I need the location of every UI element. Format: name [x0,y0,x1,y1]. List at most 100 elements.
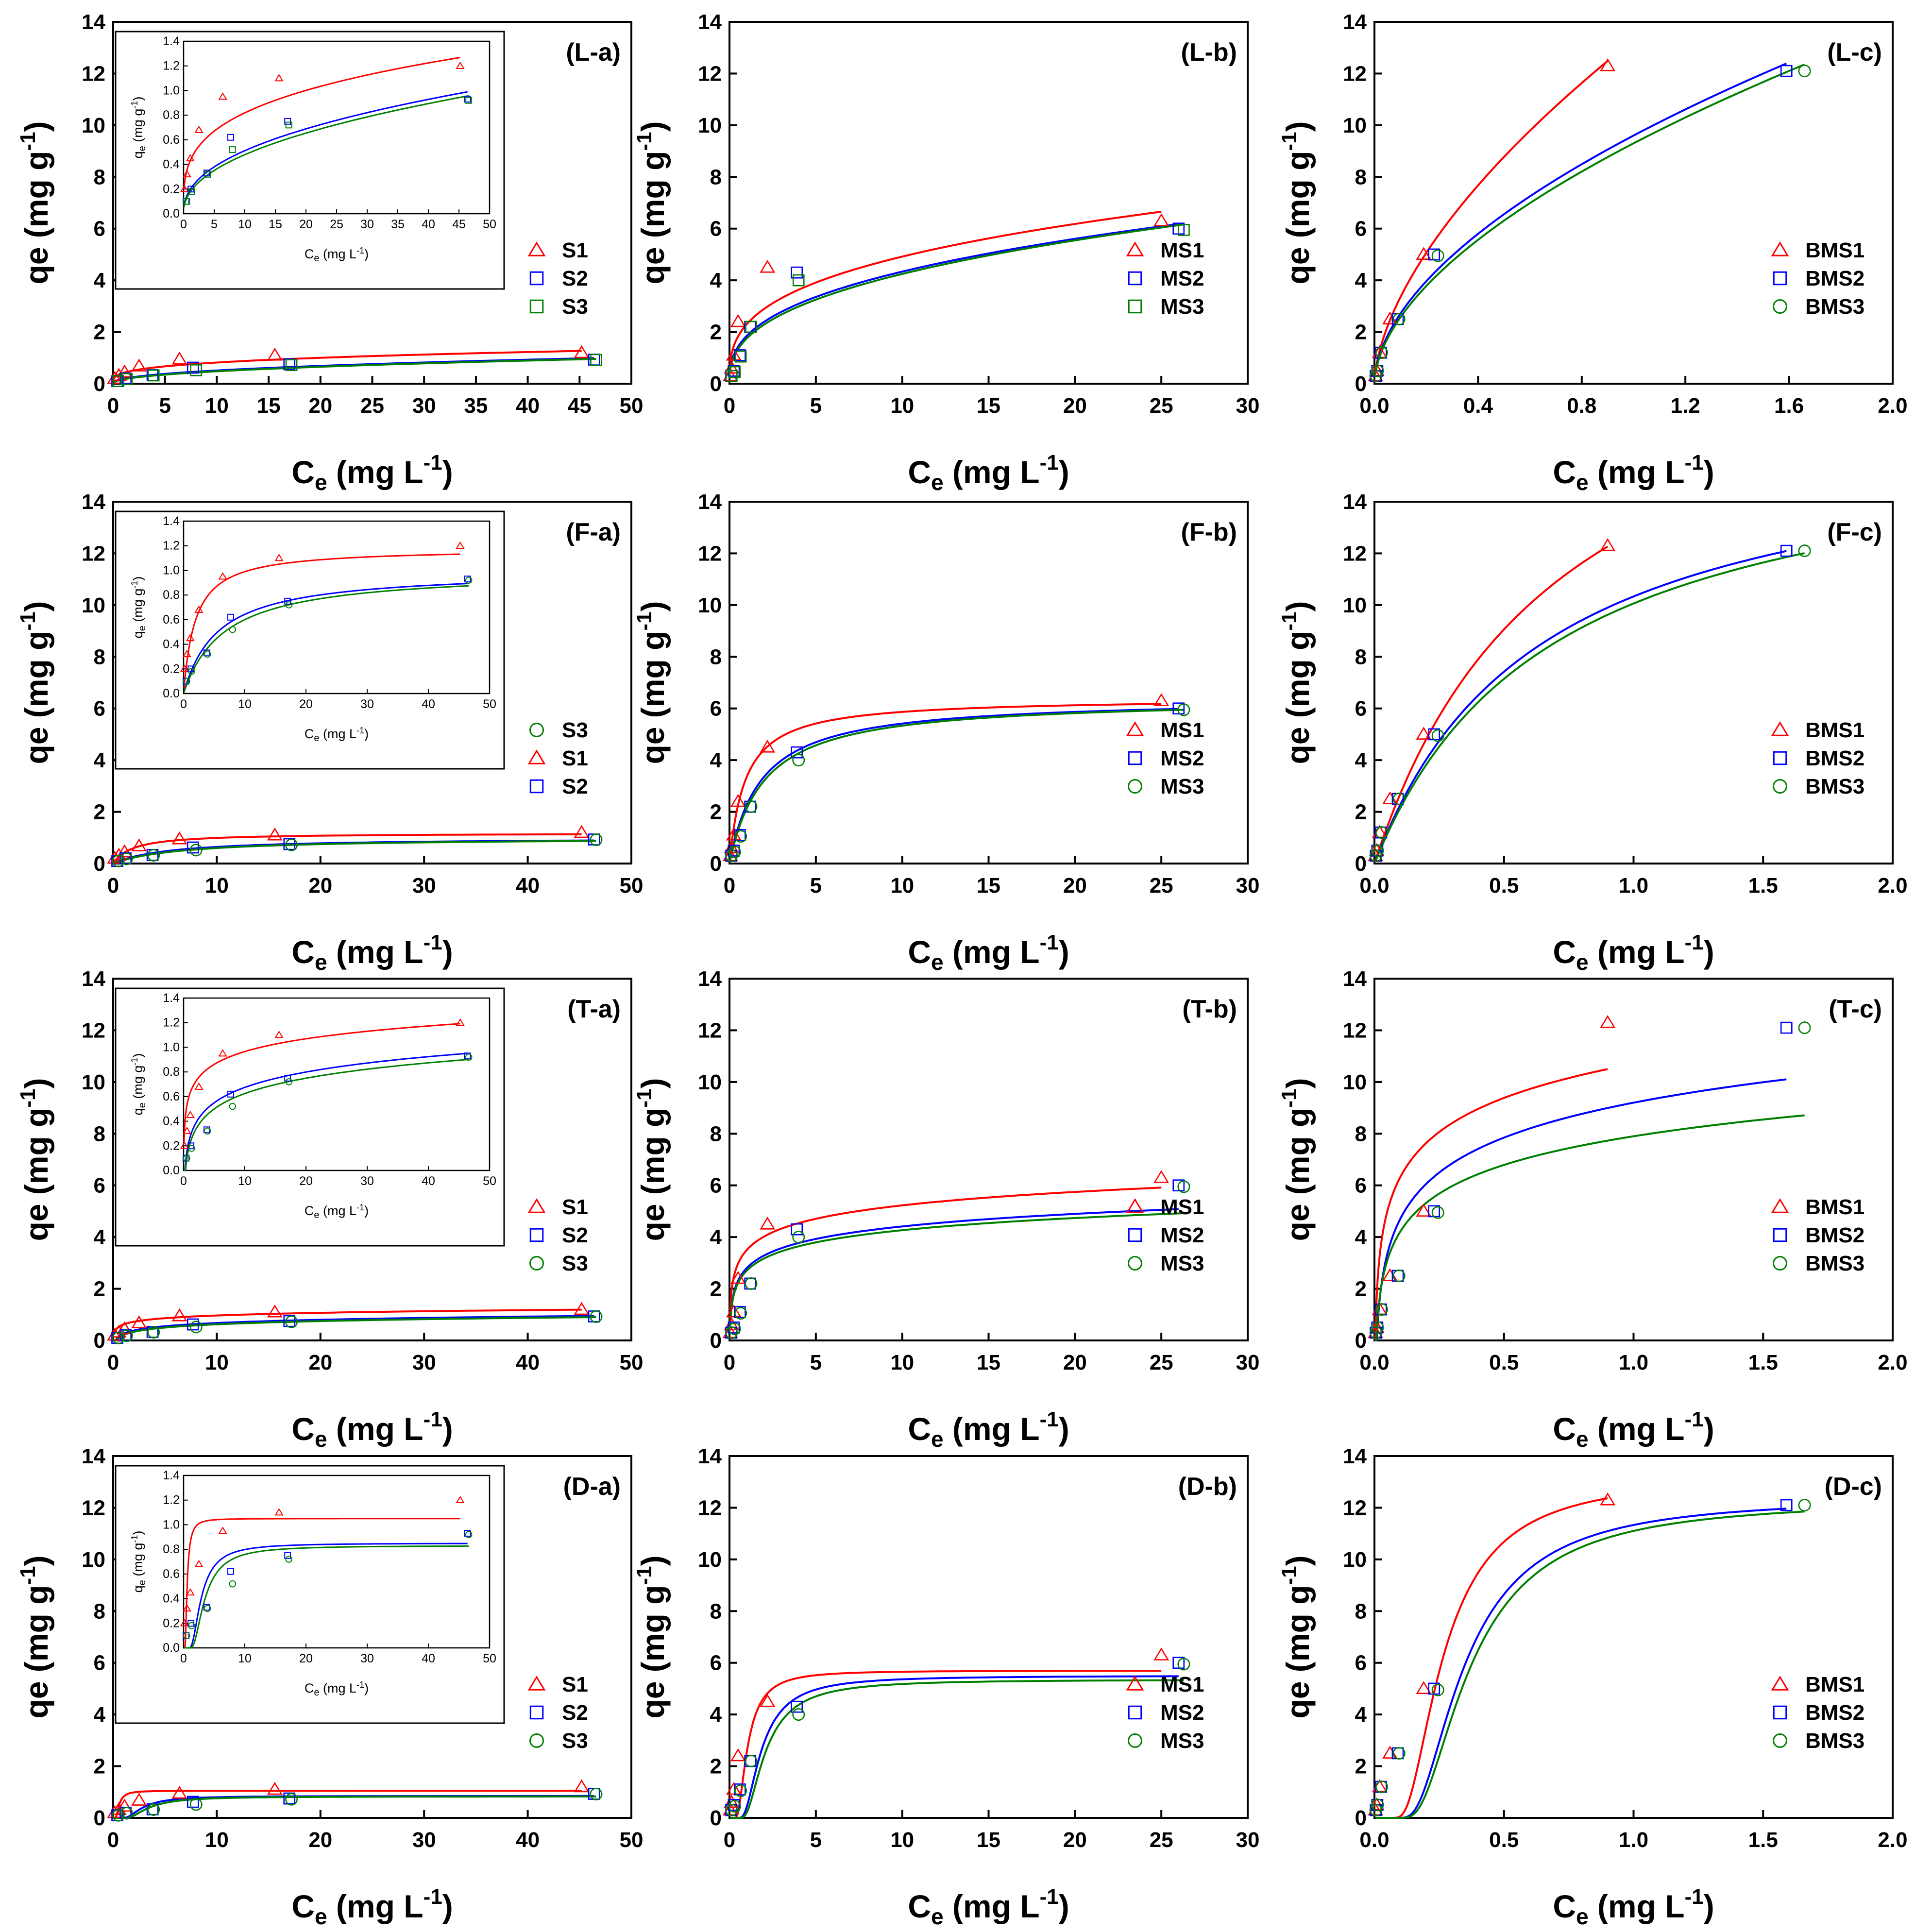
x-axis-title: Ce (mg L-1) [1553,451,1714,495]
inset-data-point-s1 [456,61,465,69]
inset-y-title-end: ) [131,576,145,581]
data-point-ms3 [728,1800,741,1813]
data-point-s2 [186,1796,199,1808]
data-point-bms1 [1416,1203,1432,1217]
inset-x-tick-label: 0 [180,697,187,711]
x-axis-title-main: C [1553,454,1576,490]
inset-x-title-sup: -1 [356,726,364,735]
y-axis-title-end: ) [635,601,671,611]
legend-label-ms1: MS1 [1160,718,1204,742]
inset-data-point-s1 [274,1508,284,1516]
inset-data-point-s2 [227,1090,234,1098]
y-tick-label: 2 [94,800,105,824]
x-tick-label: 1.5 [1748,1828,1778,1852]
inset-x-tick-label: 0 [180,1652,187,1665]
data-point-s1 [117,1798,133,1812]
inset-data-point-s1 [194,1559,203,1567]
inset-y-tick-label: 1.2 [163,59,180,73]
inset-x-tick-label: 40 [422,218,435,231]
y-axis-title-sup: -1 [16,1088,40,1107]
inset-fit-curve-s1 [183,1023,460,1142]
x-tick-label: 0.5 [1489,874,1519,898]
inset-plot: 0 10 20 30 40 500.00.20.40.60.81.01.21.4qe (m… [115,1465,505,1724]
x-tick-label: 25 [360,394,384,418]
inset-data-point-s1 [182,649,192,658]
inset-y-tick-label: 0.0 [163,207,180,220]
x-tick-label: 10 [890,874,914,898]
y-tick-label: 8 [94,1599,105,1623]
plot-frame [1373,21,1894,385]
x-tick-label: 40 [516,394,540,418]
data-point-ms3 [734,1784,747,1797]
inset-x-title-end: ) [364,247,369,261]
inset-x-tick-label: 20 [299,1174,313,1188]
legend-marker-ms2 [1128,751,1142,765]
y-tick-label: 12 [1343,1018,1367,1042]
fit-curve-bms3 [1374,552,1805,862]
inset-data-point-s3 [285,1556,293,1563]
y-axis-title-main: qe (mg g [635,1585,671,1719]
data-point-s3 [285,359,298,372]
x-axis-title-main: C [1553,934,1576,970]
legend-marker-s2 [529,1228,544,1242]
y-tick-label: 10 [698,114,722,137]
data-point-s3 [120,1329,133,1342]
inset-data-point-s3 [183,678,190,685]
data-point-s1 [267,347,283,361]
inset-x-tick-label: 45 [452,218,466,231]
x-tick-label: 0.5 [1489,1828,1519,1852]
y-axis-title-main: qe (mg g [18,631,54,764]
legend-label-bms1: BMS1 [1805,718,1864,742]
data-point-bms3 [1392,1746,1406,1760]
inset-x-title-sup: -1 [356,1203,364,1212]
y-tick-label: 4 [1355,1703,1367,1727]
y-tick-label: 12 [698,542,722,565]
panel-t-b: 0 5 10 15 20 25 30 0 2 4 6 8 10 12 14 (T-b) MS1 MS2 MS3 qe … [632,967,1259,1452]
y-axis-title: qe (mg g-1) [632,601,671,764]
x-tick-label: 0 [107,874,119,898]
inset-x-tick-label: 50 [483,218,496,231]
inset-y-tick-label: 1.0 [163,1040,180,1054]
inset-data-point-s2 [464,1530,471,1537]
data-point-s3 [147,1803,160,1816]
inset-x-tick-label: 25 [330,218,343,231]
x-axis-title-unit: (mg L [944,454,1040,490]
y-tick-label: 8 [94,1122,105,1146]
inset-data-point-s3 [285,121,292,129]
legend-marker-bms3 [1773,299,1787,314]
inset-x-title-sup: -1 [356,246,364,255]
inset-fit-curve-s3 [183,95,469,208]
data-point-ms1 [1153,693,1169,706]
y-axis-title: qe (mg g-1) [1277,1555,1316,1718]
legend-label-ms3: MS3 [1160,1729,1204,1753]
data-point-s2 [186,361,199,374]
fit-curve-bms1 [1374,1068,1608,1341]
x-axis-title-main: C [908,934,931,970]
x-tick-label: 30 [1236,1828,1260,1852]
y-axis-title-sup: -1 [1277,1088,1301,1107]
y-tick-label: 8 [1355,1599,1367,1623]
y-axis-title-end: ) [1280,601,1316,611]
inset-x-tick-label: 0 [180,218,187,231]
x-tick-label: 10 [890,1828,914,1852]
data-point-ms2 [791,1223,803,1236]
inset-y-tick-label: 0.4 [163,1115,180,1128]
x-axis-title-end: ) [1059,454,1069,490]
y-tick-label: 12 [698,62,722,85]
y-tick-label: 4 [1355,748,1367,772]
x-tick-label: 50 [620,394,644,418]
data-point-s1 [131,358,147,372]
inset-y-tick-label: 0.2 [163,1139,180,1152]
fit-curve-s3 [113,358,596,383]
inset-y-tick-label: 0.8 [163,108,180,122]
x-tick-label: 20 [308,394,332,418]
data-point-s1 [574,825,590,838]
data-point-s3 [189,1798,203,1811]
data-point-bms3 [1392,312,1406,325]
fit-curve-bms3 [1375,1114,1805,1341]
y-tick-label: 6 [710,1174,722,1198]
y-axis-title: qe (mg g-1) [16,121,54,284]
fit-curve-ms1 [729,1186,1162,1310]
data-point-ms3 [745,800,758,813]
